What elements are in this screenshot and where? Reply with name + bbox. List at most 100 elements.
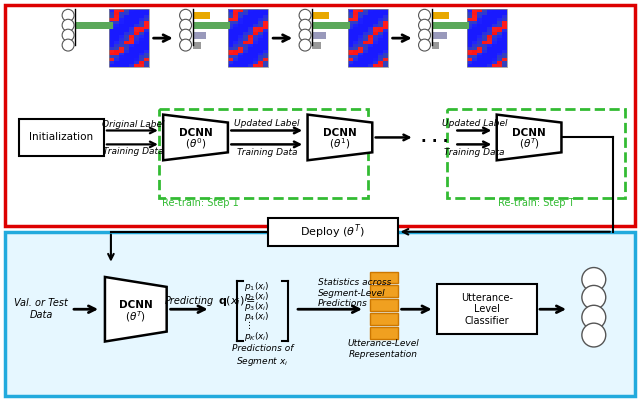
- Bar: [467, 38, 472, 41]
- Bar: [372, 50, 378, 53]
- Bar: [368, 26, 372, 30]
- Bar: [368, 58, 372, 61]
- Bar: [193, 32, 206, 38]
- Bar: [259, 9, 263, 12]
- Bar: [363, 38, 368, 41]
- Bar: [492, 50, 497, 53]
- Bar: [134, 64, 139, 67]
- Bar: [134, 30, 139, 32]
- Bar: [234, 26, 238, 30]
- Circle shape: [419, 29, 431, 41]
- Bar: [114, 30, 119, 32]
- Bar: [259, 53, 263, 55]
- Bar: [134, 58, 139, 61]
- Bar: [129, 18, 134, 21]
- Bar: [144, 44, 148, 47]
- Bar: [370, 271, 397, 284]
- Bar: [119, 18, 124, 21]
- Bar: [134, 24, 139, 26]
- Bar: [129, 58, 134, 61]
- Bar: [472, 38, 477, 41]
- Bar: [144, 53, 148, 55]
- Bar: [139, 53, 144, 55]
- Bar: [109, 24, 114, 26]
- Bar: [483, 21, 487, 24]
- Bar: [348, 61, 353, 64]
- Bar: [353, 18, 358, 21]
- Bar: [368, 18, 372, 21]
- Bar: [243, 58, 248, 61]
- Bar: [502, 32, 507, 35]
- Bar: [109, 32, 114, 35]
- Bar: [477, 12, 483, 15]
- Bar: [238, 50, 243, 53]
- Bar: [353, 21, 358, 24]
- Bar: [497, 41, 502, 44]
- Bar: [378, 53, 383, 55]
- Bar: [378, 35, 383, 38]
- Bar: [144, 38, 148, 41]
- Bar: [144, 30, 148, 32]
- Bar: [353, 55, 358, 58]
- Text: Training Data: Training Data: [102, 147, 163, 156]
- Bar: [483, 64, 487, 67]
- Bar: [467, 55, 472, 58]
- Bar: [483, 18, 487, 21]
- Bar: [129, 55, 134, 58]
- Bar: [193, 12, 209, 19]
- Bar: [263, 41, 268, 44]
- Bar: [5, 232, 635, 396]
- Bar: [248, 58, 253, 61]
- Bar: [253, 18, 259, 21]
- Bar: [348, 21, 353, 24]
- Bar: [358, 21, 363, 24]
- Bar: [253, 64, 259, 67]
- Bar: [472, 61, 477, 64]
- Bar: [487, 55, 492, 58]
- Bar: [263, 24, 268, 26]
- Bar: [238, 18, 243, 21]
- Bar: [487, 58, 492, 61]
- Bar: [253, 24, 259, 26]
- Bar: [114, 24, 119, 26]
- Bar: [248, 47, 253, 50]
- Text: Predicting: Predicting: [165, 296, 214, 306]
- Bar: [348, 38, 353, 41]
- Bar: [144, 50, 148, 53]
- Bar: [348, 58, 353, 61]
- Bar: [144, 32, 148, 35]
- Bar: [492, 18, 497, 21]
- Bar: [368, 9, 372, 12]
- Bar: [312, 32, 326, 38]
- Bar: [502, 38, 507, 41]
- Bar: [497, 47, 502, 50]
- Bar: [129, 44, 134, 47]
- Bar: [353, 41, 358, 44]
- Bar: [134, 15, 139, 18]
- Bar: [497, 50, 502, 53]
- Bar: [129, 12, 134, 15]
- Bar: [483, 35, 487, 38]
- Bar: [477, 44, 483, 47]
- Bar: [134, 41, 139, 44]
- Bar: [353, 30, 358, 32]
- Bar: [259, 18, 263, 21]
- Bar: [248, 9, 253, 12]
- Bar: [109, 38, 114, 41]
- Bar: [109, 44, 114, 47]
- Text: $p_3(x_i)$: $p_3(x_i)$: [244, 300, 270, 313]
- Bar: [378, 44, 383, 47]
- Bar: [263, 26, 268, 30]
- Bar: [134, 26, 139, 30]
- Bar: [348, 9, 353, 12]
- Bar: [383, 50, 388, 53]
- Bar: [253, 47, 259, 50]
- Bar: [139, 9, 144, 12]
- Bar: [109, 30, 114, 32]
- Bar: [358, 61, 363, 64]
- Text: Updated Label: Updated Label: [442, 119, 507, 128]
- Bar: [119, 24, 124, 26]
- Bar: [253, 55, 259, 58]
- Bar: [238, 47, 243, 50]
- Bar: [467, 24, 472, 26]
